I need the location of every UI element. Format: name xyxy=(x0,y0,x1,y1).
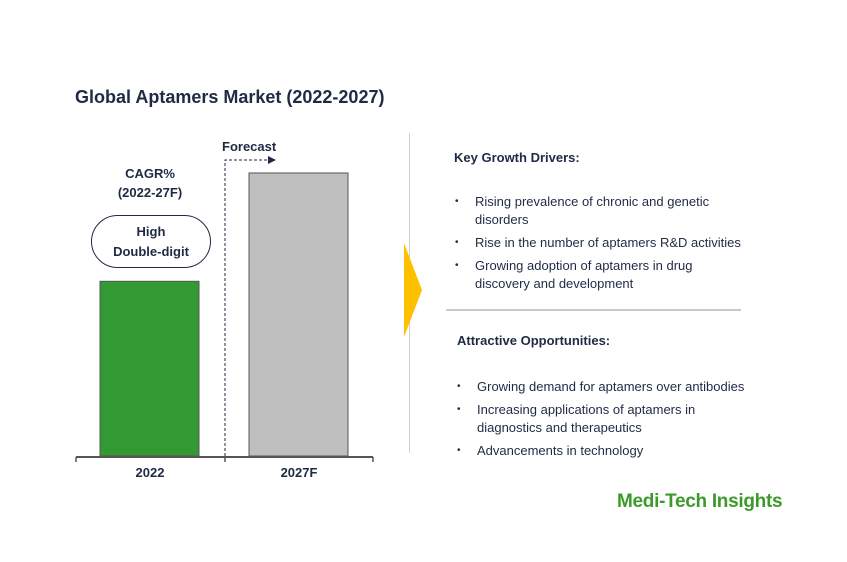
cagr-value-line1: High xyxy=(136,224,166,239)
list-item: Rise in the number of aptamers R&D activ… xyxy=(455,234,745,252)
forecast-label: Forecast xyxy=(222,139,277,154)
brand-logo: Medi-Tech Insights xyxy=(617,491,783,512)
chevron-right-icon xyxy=(404,243,422,337)
bar-2027f xyxy=(248,172,349,457)
x-tick-label-2027f: 2027F xyxy=(280,465,318,480)
cagr-label-line2: (2022-27F) xyxy=(117,185,183,200)
drivers-heading: Key Growth Drivers: xyxy=(454,150,580,165)
list-item: Advancements in technology xyxy=(457,442,757,460)
forecast-arrow-icon xyxy=(268,156,276,164)
list-item: Growing demand for aptamers over antibod… xyxy=(457,378,757,396)
cagr-label-line1: CAGR% xyxy=(125,166,175,181)
divider-horizontal xyxy=(446,309,741,311)
forecast-dashed-line xyxy=(224,159,268,456)
cagr-value-line2: Double-digit xyxy=(113,244,189,259)
cagr-label: CAGR% (2022-27F) xyxy=(100,164,200,202)
x-tick-label-2022: 2022 xyxy=(135,465,165,480)
opportunities-heading: Attractive Opportunities: xyxy=(457,333,611,348)
opportunities-list: Growing demand for aptamers over antibod… xyxy=(457,378,757,465)
list-item: Rising prevalence of chronic and genetic… xyxy=(455,193,745,229)
chart-title: Global Aptamers Market (2022-2027) xyxy=(75,87,385,107)
list-item: Increasing applications of aptamers in d… xyxy=(457,401,757,437)
cagr-value-badge: High Double-digit xyxy=(91,215,211,268)
bar-2022 xyxy=(99,280,200,457)
drivers-list: Rising prevalence of chronic and genetic… xyxy=(455,193,745,298)
list-item: Growing adoption of aptamers in drug dis… xyxy=(455,257,745,293)
